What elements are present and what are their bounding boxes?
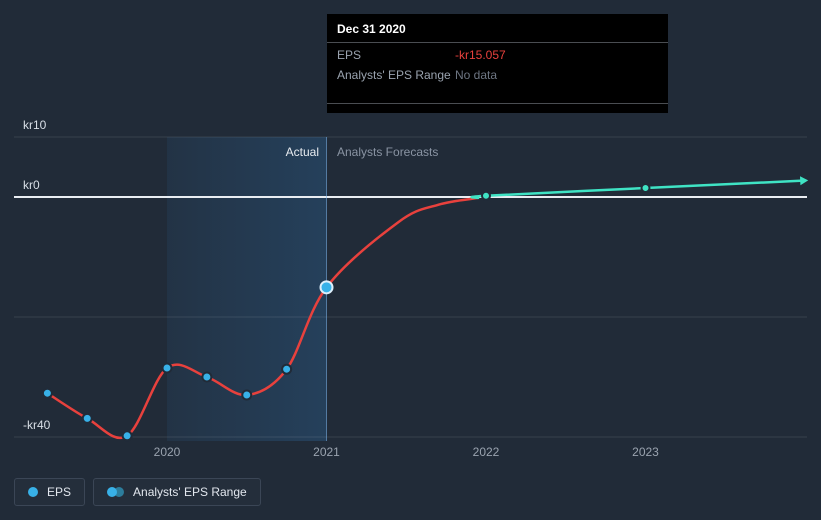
x-axis-label: 2021 bbox=[313, 445, 340, 459]
eps-dot-icon bbox=[28, 487, 38, 497]
tooltip-eps-value: -kr15.057 bbox=[455, 48, 506, 62]
data-point-marker[interactable] bbox=[81, 412, 93, 424]
tooltip-range-label: Analysts' EPS Range bbox=[337, 68, 451, 82]
data-point-marker[interactable] bbox=[161, 362, 173, 374]
tooltip-separator bbox=[327, 42, 668, 43]
legend-eps-range-label: Analysts' EPS Range bbox=[133, 485, 247, 499]
tooltip-row-eps-range: Analysts' EPS Range No data bbox=[327, 63, 668, 83]
tooltip-date: Dec 31 2020 bbox=[337, 22, 406, 36]
x-axis-label: 2023 bbox=[632, 445, 659, 459]
chart-tooltip: Dec 31 2020 EPS -kr15.057 Analysts' EPS … bbox=[327, 14, 668, 113]
forecast-arrow-icon bbox=[800, 176, 809, 186]
tooltip-eps-label: EPS bbox=[337, 48, 362, 62]
x-axis-label: 2020 bbox=[154, 445, 181, 459]
data-point-marker[interactable] bbox=[481, 190, 491, 201]
y-axis-label: -kr40 bbox=[23, 418, 51, 432]
highlighted-data-point[interactable] bbox=[319, 280, 334, 295]
data-point-marker[interactable] bbox=[41, 387, 53, 399]
data-point-marker[interactable] bbox=[281, 363, 293, 375]
tooltip-row-eps: EPS -kr15.057 bbox=[327, 43, 668, 63]
data-point-marker[interactable] bbox=[121, 430, 133, 442]
legend-eps[interactable]: EPS bbox=[14, 478, 86, 506]
range-front-dot-icon bbox=[107, 486, 118, 497]
data-point-marker[interactable] bbox=[241, 389, 253, 401]
range-back-dot-icon bbox=[114, 486, 125, 497]
tooltip-range-value: No data bbox=[455, 68, 498, 82]
data-point-marker[interactable] bbox=[201, 371, 213, 383]
actual-phase-label: Actual bbox=[285, 145, 319, 159]
eps-forecast-line bbox=[470, 179, 802, 200]
legend-eps-label: EPS bbox=[47, 485, 72, 499]
forecast-phase-label: Analysts Forecasts bbox=[337, 145, 439, 159]
legend-eps-range[interactable]: Analysts' EPS Range bbox=[93, 478, 261, 506]
data-point-marker[interactable] bbox=[640, 183, 651, 193]
x-axis-label: 2022 bbox=[473, 445, 500, 459]
y-axis-label: kr0 bbox=[23, 178, 40, 192]
eps-range-dots-icon bbox=[107, 486, 125, 498]
tooltip-bottom-separator bbox=[327, 103, 668, 104]
y-axis-label: kr10 bbox=[23, 118, 47, 132]
chart-legend: EPS Analysts' EPS Range bbox=[14, 478, 261, 506]
